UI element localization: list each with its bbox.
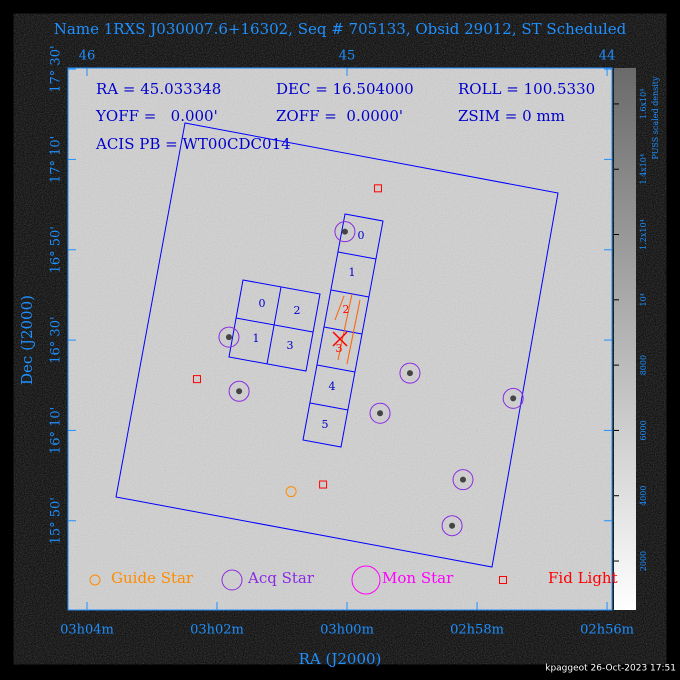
chip-label: 0	[259, 297, 266, 310]
acis-s-dividers	[309, 251, 377, 411]
field-outline	[115, 122, 559, 568]
footer: kpaggeot 26-Oct-2023 17:51	[545, 664, 676, 674]
fid-light	[192, 375, 201, 384]
x-tick-label: 03h00m	[320, 623, 374, 638]
x2-tick-label: 45	[339, 49, 356, 64]
colorbar-tick-label: 8000	[639, 355, 648, 375]
colorbar-tick-label: 1.2x10⁴	[639, 219, 648, 250]
field-square	[115, 122, 559, 568]
x2-tick-label: 44	[599, 49, 616, 64]
y-label: Dec (J2000)	[18, 295, 36, 385]
plot-frame	[67, 67, 613, 611]
x-label: RA (J2000)	[299, 650, 382, 668]
chip-label: 0	[358, 229, 365, 242]
y-tick-label: 17° 10'	[49, 136, 64, 183]
y-tick-label: 16° 30'	[49, 316, 64, 363]
legend-label: Acq Star	[247, 569, 315, 587]
legend-marker	[221, 569, 243, 591]
acq-star	[228, 380, 250, 402]
info-text: ROLL = 100.5330	[458, 80, 595, 98]
chip-label: 4	[329, 380, 336, 393]
x-tick-label: 02h56m	[580, 623, 634, 638]
chip-label: 2	[343, 303, 350, 316]
star	[236, 388, 243, 395]
colorbar-tick-label: 2000	[639, 551, 648, 571]
acis-s	[302, 213, 384, 448]
colorbar-tick-label: 1.4x10⁴	[639, 154, 648, 185]
info-text: YOFF = 0.000'	[95, 107, 218, 125]
aimpoint-overlay	[334, 293, 361, 365]
acis-i	[228, 279, 321, 372]
y-tick-label: 16° 10'	[49, 407, 64, 454]
target-marker	[332, 331, 348, 347]
acq-star	[502, 387, 524, 409]
info-text: RA = 45.033348	[96, 80, 221, 98]
legend-label: Guide Star	[111, 569, 194, 587]
title: Name 1RXS J030007.6+16302, Seq # 705133,…	[54, 20, 627, 38]
chip-label: 5	[322, 418, 329, 431]
colorbar-tick-label: 10⁴	[639, 293, 648, 306]
acq-star	[399, 362, 421, 384]
acq-star	[441, 515, 463, 537]
guide-star	[285, 486, 297, 498]
acq-star	[369, 402, 391, 424]
legend-marker	[351, 565, 381, 595]
info-text: ZOFF = 0.0000'	[276, 107, 403, 125]
y-tick-label: 16° 50'	[49, 226, 64, 273]
star	[449, 522, 456, 529]
acq-star	[452, 469, 474, 491]
x2-tick-label: 46	[79, 49, 96, 64]
colorbar-label: PUSS scaled density	[651, 76, 660, 160]
star	[459, 476, 466, 483]
star	[341, 228, 348, 235]
colorbar	[614, 68, 636, 610]
colorbar-tick-label: 1.6x10⁴	[639, 89, 648, 120]
chip-label: 3	[287, 339, 294, 352]
info-text: DEC = 16.504000	[276, 80, 414, 98]
legend-label: Fid Light	[548, 569, 618, 587]
y-tick-label: 15° 50'	[49, 497, 64, 544]
info-text: ACIS PB = WT00CDC014	[95, 135, 291, 153]
chip-label: 2	[294, 304, 301, 317]
legend-marker	[89, 574, 101, 586]
fid-light	[373, 184, 382, 193]
x-tick-label: 02h58m	[450, 623, 504, 638]
star	[377, 410, 384, 417]
legend-label: Mon Star	[382, 569, 454, 587]
acq-star	[218, 326, 240, 348]
fid-light	[319, 480, 328, 489]
star	[510, 395, 517, 402]
x-tick-label: 03h04m	[60, 623, 114, 638]
x-tick-label: 03h02m	[190, 623, 244, 638]
y-tick-label: 17° 30'	[49, 45, 64, 92]
acis-i-dividers	[235, 286, 314, 365]
chip-label: 3	[336, 342, 343, 355]
chip-label: 1	[349, 266, 356, 279]
colorbar-tick-label: 4000	[639, 486, 648, 506]
legend-marker	[499, 576, 507, 584]
star	[406, 370, 413, 377]
info-text: ZSIM = 0 mm	[458, 107, 565, 125]
acq-star	[334, 221, 356, 243]
colorbar-tick-label: 6000	[639, 420, 648, 440]
star	[225, 334, 232, 341]
chip-label: 1	[253, 332, 260, 345]
